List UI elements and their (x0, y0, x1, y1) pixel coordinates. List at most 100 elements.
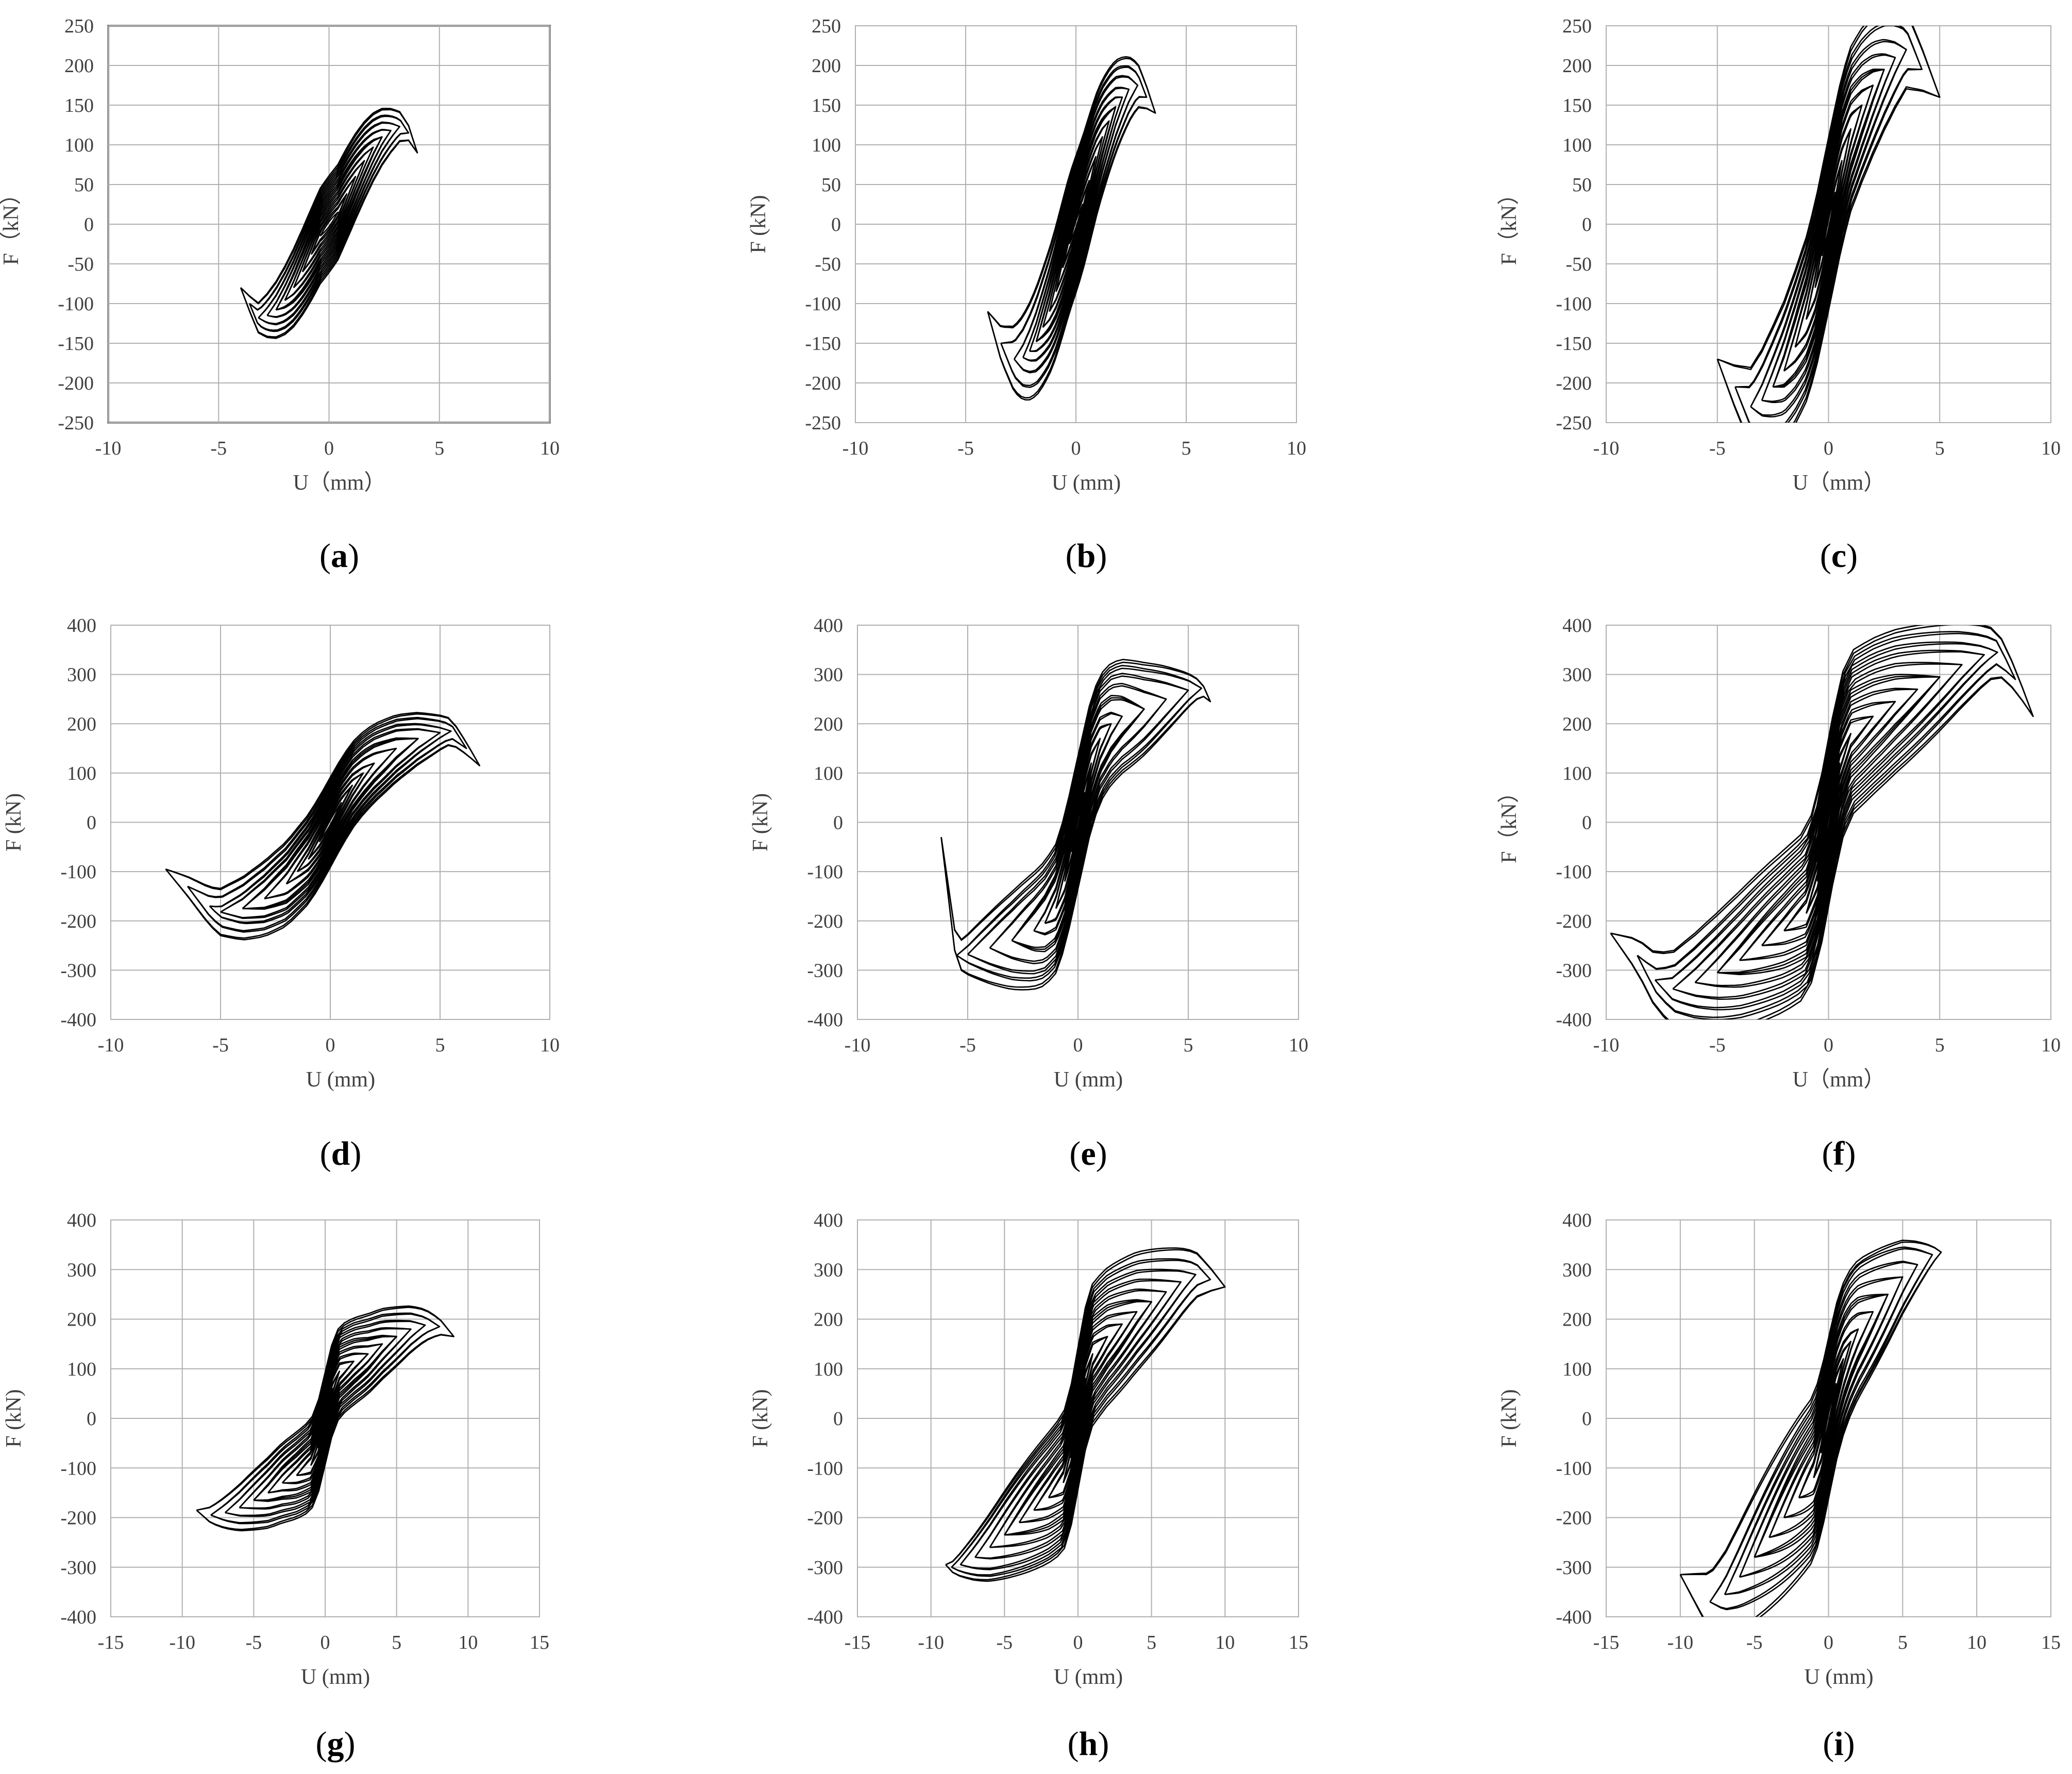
hysteresis-curves (1716, 26, 1941, 423)
x-tick-label: 5 (1184, 1034, 1193, 1056)
hysteresis-loop (301, 176, 357, 273)
x-tick-label: 15 (2041, 1632, 2061, 1653)
y-tick-label: 200 (64, 55, 94, 77)
hysteresis-loop (196, 1305, 454, 1532)
y-tick-label: 300 (814, 1259, 843, 1281)
y-tick-label: -400 (1556, 1606, 1592, 1628)
y-tick-label: 0 (833, 1408, 843, 1430)
y-tick-label: -200 (1556, 1508, 1592, 1529)
hysteresis-loop (1042, 120, 1110, 328)
x-tick-label: -5 (957, 438, 974, 459)
hysteresis-loop (1724, 1261, 1918, 1595)
x-tick-label: 10 (2041, 438, 2061, 459)
x-axis-label: U（mm） (293, 471, 386, 495)
panel-letter: e (1081, 1135, 1096, 1173)
y-tick-label: -50 (1565, 254, 1592, 275)
y-tick-label: -150 (805, 333, 841, 355)
chart-panel-a: -10 -5 0 5 10250200150100500-50-100-150-200-… (0, 15, 560, 575)
x-tick-label: -10 (1593, 438, 1620, 459)
y-tick-label: -200 (1556, 373, 1592, 394)
y-tick-label: 400 (67, 615, 96, 637)
hysteresis-curves (196, 1305, 454, 1532)
hysteresis-loop (242, 737, 419, 910)
hysteresis-loop (1820, 1383, 1837, 1453)
y-tick-label: 400 (814, 1210, 843, 1231)
y-tick-label: -300 (60, 1557, 96, 1579)
y-tick-label: 50 (821, 174, 841, 196)
panel-letter: f (1833, 1135, 1845, 1173)
y-tick-label: -200 (1556, 911, 1592, 932)
x-tick-label: 0 (324, 438, 334, 459)
panel-caption: (g) (316, 1725, 356, 1763)
x-tick-label: -5 (1746, 1632, 1763, 1653)
panel-letter: b (1077, 537, 1096, 575)
hysteresis-curves (945, 1247, 1226, 1582)
y-tick-label: 100 (814, 763, 843, 784)
y-tick-label: 400 (1562, 1210, 1592, 1231)
x-tick-label: -5 (997, 1632, 1013, 1653)
hysteresis-loop (1062, 179, 1090, 269)
y-tick-label: 250 (812, 15, 841, 37)
y-tick-label: -150 (1556, 333, 1592, 355)
y-axis-label: F (kN) (2, 1389, 26, 1447)
y-tick-label: 100 (1562, 1359, 1592, 1380)
y-axis-label: F (kN) (747, 195, 770, 253)
y-tick-label: 100 (1562, 135, 1592, 156)
y-axis-label: F (kN) (2, 793, 26, 851)
hysteresis-loop (1750, 39, 1907, 417)
x-axis-label: U (mm) (301, 1665, 370, 1689)
y-tick-label: -400 (60, 1606, 96, 1628)
hysteresis-loop (1068, 204, 1084, 245)
y-tick-label: -300 (1556, 960, 1592, 981)
y-tick-label: -150 (58, 333, 94, 355)
y-tick-label: 100 (64, 135, 94, 156)
y-tick-label: -100 (60, 861, 96, 883)
hysteresis-loop (1806, 128, 1851, 320)
hysteresis-loop (1783, 1328, 1859, 1518)
x-tick-label: 15 (530, 1632, 549, 1653)
y-tick-label: 100 (1562, 763, 1592, 784)
hysteresis-loop (1672, 649, 1985, 1000)
hysteresis-loop (987, 56, 1156, 401)
panel-caption: (e) (1069, 1135, 1107, 1173)
hysteresis-loop (1772, 69, 1885, 388)
x-tick-label: 10 (1215, 1632, 1235, 1653)
hysteresis-loop (1716, 674, 1941, 976)
y-tick-label: 0 (1582, 214, 1592, 236)
y-tick-label: 200 (814, 1309, 843, 1331)
y-tick-label: 300 (1562, 1259, 1592, 1281)
hysteresis-loop (281, 1352, 369, 1484)
x-tick-label: 0 (1824, 1034, 1833, 1056)
panel-caption: (a) (319, 537, 359, 575)
y-tick-label: 400 (1562, 615, 1592, 637)
x-tick-label: -10 (1593, 1034, 1620, 1056)
y-tick-label: 0 (1582, 812, 1592, 834)
hysteresis-loop (210, 1312, 441, 1525)
x-tick-label: -10 (169, 1632, 195, 1653)
x-tick-label: -5 (959, 1034, 976, 1056)
y-tick-label: 0 (84, 214, 94, 236)
y-tick-label: 0 (833, 812, 843, 834)
x-tick-label: 5 (435, 1034, 445, 1056)
hysteresis-loop (1033, 1323, 1123, 1511)
hysteresis-loop (1816, 762, 1841, 882)
x-tick-label: -10 (98, 1034, 124, 1056)
x-axis-label: U (mm) (1052, 471, 1121, 495)
hysteresis-curves (165, 712, 481, 941)
hysteresis-loop (266, 129, 392, 319)
panel-caption: (i) (1823, 1725, 1855, 1763)
y-tick-label: 200 (1562, 55, 1592, 77)
x-tick-label: 0 (1824, 1632, 1833, 1653)
hysteresis-loop (1029, 96, 1123, 353)
hysteresis-loop (951, 1258, 1211, 1577)
y-tick-label: 150 (64, 95, 94, 116)
y-tick-label: -50 (815, 254, 841, 275)
hysteresis-loop (1610, 625, 2034, 1019)
x-tick-label: 15 (1289, 1632, 1308, 1653)
hysteresis-loop (1063, 1353, 1093, 1483)
hysteresis-loop (989, 682, 1167, 964)
x-tick-label: 0 (1071, 438, 1081, 459)
hysteresis-loop (1004, 1299, 1152, 1536)
y-tick-label: 100 (67, 1359, 96, 1380)
hysteresis-loop (310, 193, 348, 255)
